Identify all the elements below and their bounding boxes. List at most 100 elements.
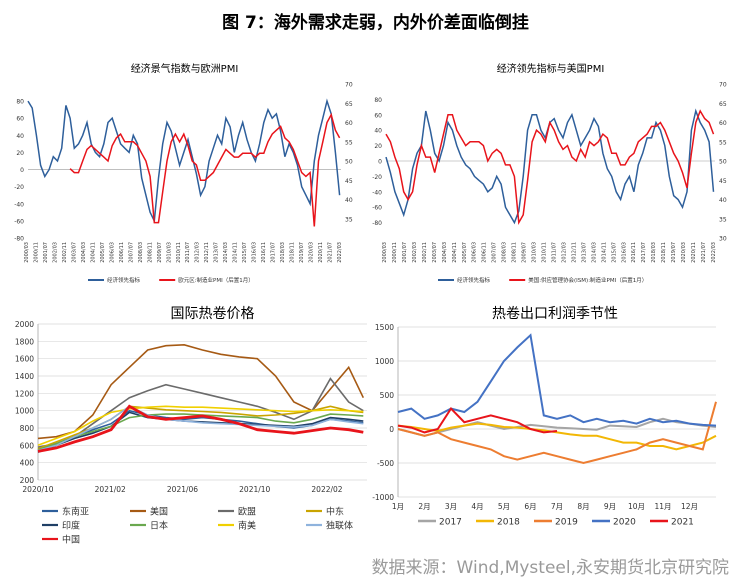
legend-label: 印度 bbox=[62, 520, 80, 532]
x-tick-label: 2012/11 bbox=[204, 242, 210, 263]
x-tick-label: 2000/03 bbox=[24, 242, 30, 263]
x-tick-label: 2004/11 bbox=[90, 242, 96, 263]
x-tick-label: 2014/11 bbox=[233, 242, 239, 263]
series-line-8 bbox=[37, 405, 364, 452]
x-tick-label: 2020/10 bbox=[22, 485, 53, 494]
x-tick-label: 2001/07 bbox=[43, 242, 49, 263]
y2-tick-label: 55 bbox=[719, 139, 727, 146]
x-tick-label: 11月 bbox=[654, 502, 671, 511]
x-tick-label: 2022/02 bbox=[311, 485, 342, 494]
series-line-2 bbox=[69, 112, 341, 227]
chart-title: 国际热卷价格 bbox=[171, 306, 255, 322]
y-tick-label: 1000 bbox=[375, 357, 394, 366]
y-tick-label: -20 bbox=[14, 184, 24, 191]
x-tick-label: 2021/10 bbox=[239, 485, 270, 494]
x-tick-label: 2002/03 bbox=[53, 242, 59, 263]
chart-2: 经济领先指标与美国PMI -80 -60 -40 -20 0 20 40 60 80 30 35 40 4… bbox=[372, 62, 727, 284]
y-tick-label: 2000 bbox=[15, 320, 34, 329]
x-tick-label: 2000/11 bbox=[392, 242, 398, 263]
series-line-1 bbox=[27, 98, 341, 224]
series-line-3 bbox=[397, 401, 717, 465]
y-tick-label: 60 bbox=[374, 112, 382, 119]
y2-tick-label: 65 bbox=[345, 101, 353, 108]
legend-label: 2019 bbox=[555, 518, 578, 528]
y-tick-label: 1200 bbox=[15, 389, 34, 398]
y-tick-label: 200 bbox=[20, 476, 35, 485]
x-tick-label: 2004/03 bbox=[442, 242, 448, 263]
x-tick-label: 2018/11 bbox=[661, 242, 667, 263]
x-tick-label: 2008/11 bbox=[147, 242, 153, 263]
legend-label: 2021 bbox=[671, 518, 694, 528]
x-tick-label: 2016/11 bbox=[631, 242, 637, 263]
x-tick-label: 2017/07 bbox=[271, 242, 277, 263]
y-tick-label: 1400 bbox=[15, 372, 34, 381]
x-tick-label: 2021/06 bbox=[167, 485, 198, 494]
y-tick-label: 80 bbox=[374, 97, 382, 104]
x-tick-label: 2018/03 bbox=[651, 242, 657, 263]
y2-tick-label: 50 bbox=[345, 159, 353, 166]
x-tick-label: 2005/07 bbox=[100, 242, 106, 263]
y-tick-label: -80 bbox=[14, 236, 24, 243]
x-tick-label: 2020/03 bbox=[681, 242, 687, 263]
chart-3: 国际热卷价格 200 400 600 800 1000 1200 1400 1600 1800 20… bbox=[15, 306, 367, 546]
chart-1: 经济景气指数与欧洲PMI -80 -60 -40 -20 0 20 40 60 80 35 40 45 5… bbox=[14, 62, 353, 284]
x-tick-label: 8月 bbox=[577, 502, 589, 511]
x-tick-label: 2012/11 bbox=[571, 242, 577, 263]
legend-label: 美国:供应管理协会(ISM):制造业PMI（后置1月） bbox=[528, 276, 647, 284]
x-tick-label: 2006/03 bbox=[472, 242, 478, 263]
x-tick-label: 2010/03 bbox=[166, 242, 172, 263]
x-tick-label: 2月 bbox=[418, 502, 430, 511]
legend-label: 欧元区:制造业PMI（后置1月） bbox=[178, 276, 254, 284]
legend-label: 独联体 bbox=[326, 520, 353, 532]
x-tick-label: 2003/07 bbox=[432, 242, 438, 263]
legend-label: 美国 bbox=[150, 506, 168, 518]
x-tick-label: 2016/11 bbox=[261, 242, 267, 263]
x-tick-label: 2006/03 bbox=[109, 242, 115, 263]
x-tick-label: 2013/07 bbox=[214, 242, 220, 263]
y-tick-label: 1000 bbox=[15, 407, 34, 416]
x-tick-label: 2014/03 bbox=[223, 242, 229, 263]
y-tick-label: 0 bbox=[378, 159, 382, 166]
chart-title: 热卷出口利润季节性 bbox=[492, 306, 618, 322]
series-line-7 bbox=[37, 405, 364, 447]
x-tick-label: 2000/11 bbox=[34, 242, 40, 263]
x-tick-label: 2002/03 bbox=[412, 242, 418, 263]
y2-tick-label: 60 bbox=[345, 120, 353, 127]
series-line-3 bbox=[37, 377, 364, 448]
x-tick-label: 2014/11 bbox=[601, 242, 607, 263]
x-tick-label: 2020/03 bbox=[309, 242, 315, 263]
series-line-5 bbox=[37, 411, 364, 452]
x-tick-label: 4月 bbox=[471, 502, 483, 511]
x-tick-label: 2008/03 bbox=[138, 242, 144, 263]
x-tick-label: 2008/03 bbox=[502, 242, 508, 263]
series-line-2 bbox=[385, 109, 715, 226]
x-tick-label: 2006/11 bbox=[482, 242, 488, 263]
y-tick-label: 500 bbox=[380, 391, 395, 400]
x-tick-label: 2021/02 bbox=[95, 485, 126, 494]
x-tick-label: 6月 bbox=[524, 502, 536, 511]
x-tick-label: 2010/11 bbox=[542, 242, 548, 263]
source-note: 数据来源：Wind,Mysteel,永安期货北京研究院 bbox=[371, 558, 729, 578]
legend-label: 中东 bbox=[326, 506, 344, 518]
y2-tick-label: 35 bbox=[345, 216, 353, 223]
x-tick-label: 2015/07 bbox=[242, 242, 248, 263]
y-tick-label: 600 bbox=[20, 441, 35, 450]
legend-label: 日本 bbox=[150, 520, 168, 532]
y2-tick-label: 65 bbox=[719, 101, 727, 108]
page-title: 图 7：海外需求走弱，内外价差面临倒挂 bbox=[222, 13, 529, 33]
y2-tick-label: 60 bbox=[719, 120, 727, 127]
y2-tick-label: 35 bbox=[719, 216, 727, 223]
y-tick-label: 1800 bbox=[15, 337, 34, 346]
y-tick-label: 0 bbox=[389, 425, 394, 434]
y-tick-label: -20 bbox=[372, 174, 382, 181]
y-tick-label: 40 bbox=[374, 128, 382, 135]
x-tick-label: 2004/03 bbox=[81, 242, 87, 263]
series-line-4 bbox=[397, 333, 717, 427]
series-line-1 bbox=[385, 108, 715, 225]
x-tick-label: 2011/07 bbox=[185, 242, 191, 263]
y-tick-label: 20 bbox=[374, 143, 382, 150]
x-tick-label: 2021/07 bbox=[328, 242, 334, 263]
legend-label: 2020 bbox=[613, 518, 636, 528]
legend-label: 中国 bbox=[62, 534, 80, 546]
y2-tick-label: 70 bbox=[345, 82, 353, 89]
